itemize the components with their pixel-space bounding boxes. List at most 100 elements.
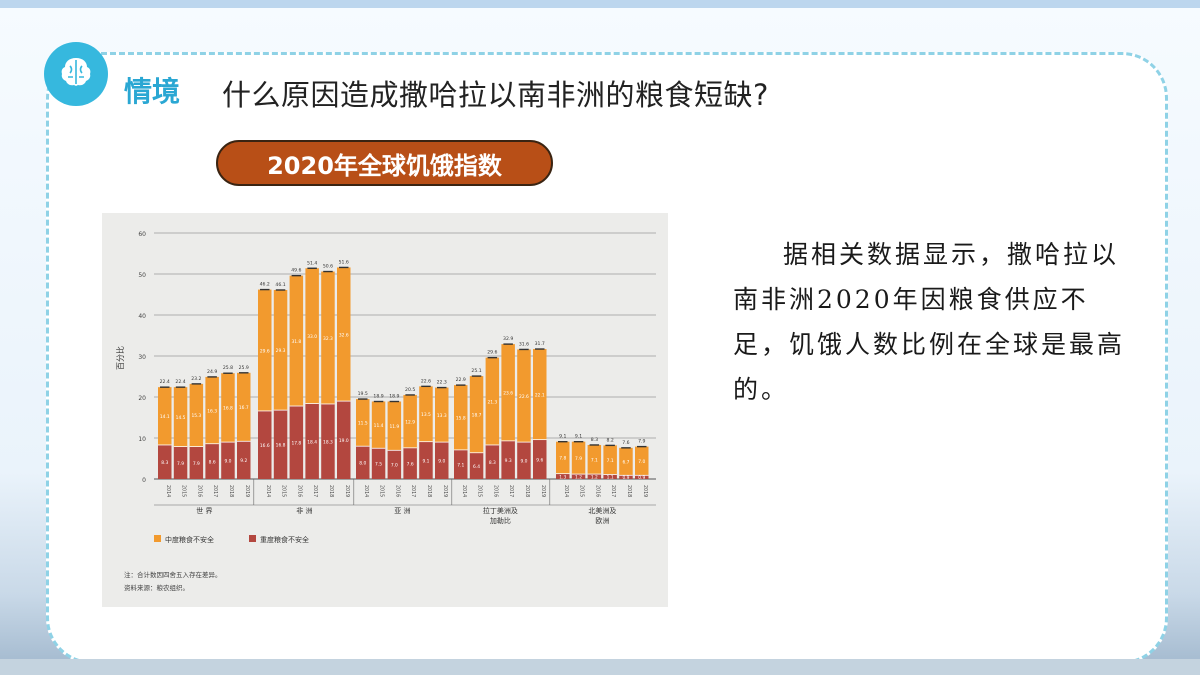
bar-total-label: 49.6 xyxy=(291,268,301,274)
bar-moderate-label: 31.8 xyxy=(291,339,301,345)
x-tick-label: 2014 xyxy=(363,485,369,497)
bar-severe xyxy=(189,446,204,479)
x-tick-label: 2015 xyxy=(379,485,385,497)
bar-moderate xyxy=(205,376,219,444)
chart-source: 资料来源：粮农组织。 xyxy=(124,583,189,592)
bar-moderate xyxy=(603,445,617,475)
bar-moderate xyxy=(485,357,500,445)
bar-moderate xyxy=(237,372,251,442)
bar-total-label: 31.6 xyxy=(519,341,529,347)
bar-moderate-label: 15.3 xyxy=(191,413,201,419)
bar-severe xyxy=(419,441,433,479)
x-tick-label: 2015 xyxy=(579,485,585,497)
bar-moderate xyxy=(435,387,449,443)
x-tick-label: 2016 xyxy=(594,485,600,497)
bar-total-label: 19.5 xyxy=(358,391,368,397)
bar-severe-label: 8.3 xyxy=(489,460,496,466)
bar-moderate-label: 21.3 xyxy=(487,399,497,405)
group-label: 世 界 xyxy=(196,506,212,515)
group-label: 非 洲 xyxy=(296,506,312,515)
bar-moderate xyxy=(173,387,188,447)
brain-icon xyxy=(56,52,96,96)
bar-severe-label: 18.3 xyxy=(323,439,333,445)
bar-moderate-label: 33.0 xyxy=(307,334,317,340)
description-text: 据相关数据显示，撒哈拉以南非洲2020年因粮食供应不足，饥饿人数比例在全球是最高… xyxy=(733,240,1126,404)
bar-total-label: 31.7 xyxy=(535,341,545,347)
group-label: 加勒比 xyxy=(490,516,511,525)
chart-note: 注：合计数因四舍五入存在差异。 xyxy=(124,570,222,579)
y-tick-label: 60 xyxy=(138,231,146,238)
bar-moderate-label: 29.6 xyxy=(260,348,270,354)
bar-total-label: 25.1 xyxy=(471,368,481,374)
bar-severe-label: 18.4 xyxy=(307,439,317,445)
y-axis-label: 百分比 xyxy=(115,346,125,370)
x-tick-label: 2018 xyxy=(524,485,530,497)
x-tick-label: 2015 xyxy=(181,485,187,497)
bar-severe xyxy=(454,449,468,479)
bar-severe-label: 0.9 xyxy=(638,475,645,481)
bar-moderate-label: 23.6 xyxy=(503,390,513,396)
question-text: 什么原因造成撒哈拉以南非洲的粮食短缺? xyxy=(222,78,769,112)
bar-severe-label: 7.1 xyxy=(457,462,464,468)
x-tick-label: 2017 xyxy=(312,485,318,497)
bar-moderate-label: 22.1 xyxy=(535,392,545,398)
bar-moderate xyxy=(258,289,272,411)
bar-severe xyxy=(533,439,547,479)
bar-moderate-label: 15.8 xyxy=(456,416,466,422)
y-tick-label: 0 xyxy=(142,477,146,484)
bar-moderate-label: 13.5 xyxy=(421,412,431,418)
x-tick-label: 2015 xyxy=(281,485,287,497)
bar-total-label: 25.9 xyxy=(239,365,249,371)
x-tick-label: 2019 xyxy=(540,485,546,497)
bar-severe xyxy=(273,410,288,479)
bar-moderate-label: 18.7 xyxy=(472,412,482,418)
bar-moderate-label: 14.1 xyxy=(160,414,170,420)
bar-moderate xyxy=(356,399,370,447)
bar-moderate xyxy=(337,267,351,402)
bar-severe xyxy=(173,446,188,479)
x-tick-label: 2019 xyxy=(344,485,350,497)
bar-moderate-label: 6.7 xyxy=(622,460,629,466)
chart-svg: 0 10 20 30 40 50 60 百分比 22.4 14.1 8.3 2014 22.4 14.5 7… xyxy=(115,231,656,592)
group-label: 北美洲及 xyxy=(588,506,616,515)
x-tick-label: 2014 xyxy=(563,485,569,497)
x-tick-label: 2017 xyxy=(212,485,218,497)
x-tick-label: 2014 xyxy=(165,485,171,497)
bar-severe-label: 1.1 xyxy=(607,475,614,481)
bar-total-label: 18.9 xyxy=(373,394,383,400)
bar-moderate-label: 32.3 xyxy=(323,336,333,342)
bar-moderate-label: 7.1 xyxy=(591,458,598,464)
bar-severe xyxy=(158,444,172,479)
x-tick-label: 2017 xyxy=(508,485,514,497)
bar-moderate-label: 22.6 xyxy=(519,394,529,400)
bar-moderate-label: 7.8 xyxy=(559,456,566,462)
bar-moderate-label: 32.6 xyxy=(339,332,349,338)
bar-total-label: 46.2 xyxy=(260,282,270,288)
bar-moderate xyxy=(289,275,304,407)
bottom-strip xyxy=(0,659,1200,675)
bar-severe xyxy=(469,452,484,479)
bar-total-label: 23.2 xyxy=(191,376,201,382)
bar-moderate-label: 7.9 xyxy=(575,456,582,462)
bar-severe xyxy=(603,474,617,479)
x-tick-label: 2015 xyxy=(477,485,483,497)
x-tick-label: 2014 xyxy=(461,485,467,497)
bar-moderate-label: 11.4 xyxy=(374,423,384,429)
bar-severe-label: 17.8 xyxy=(291,441,301,447)
bar-moderate-label: 11.9 xyxy=(389,424,399,430)
x-tick-label: 2018 xyxy=(228,485,234,497)
bar-moderate xyxy=(556,441,570,474)
context-badge xyxy=(44,42,108,106)
bar-severe-label: 7.0 xyxy=(391,463,398,469)
bar-severe xyxy=(258,410,272,479)
legend-label-severe: 重度粮食不安全 xyxy=(260,535,309,544)
bar-severe-label: 7.5 xyxy=(375,462,382,468)
bar-severe xyxy=(587,474,602,479)
x-tick-label: 2017 xyxy=(610,485,616,497)
y-tick-label: 10 xyxy=(138,436,146,443)
bar-moderate-label: 16.8 xyxy=(223,406,233,412)
bar-severe-label: 9.6 xyxy=(536,457,543,463)
group-label: 欧洲 xyxy=(595,516,609,525)
bar-moderate xyxy=(454,385,468,450)
bar-severe xyxy=(237,441,251,479)
